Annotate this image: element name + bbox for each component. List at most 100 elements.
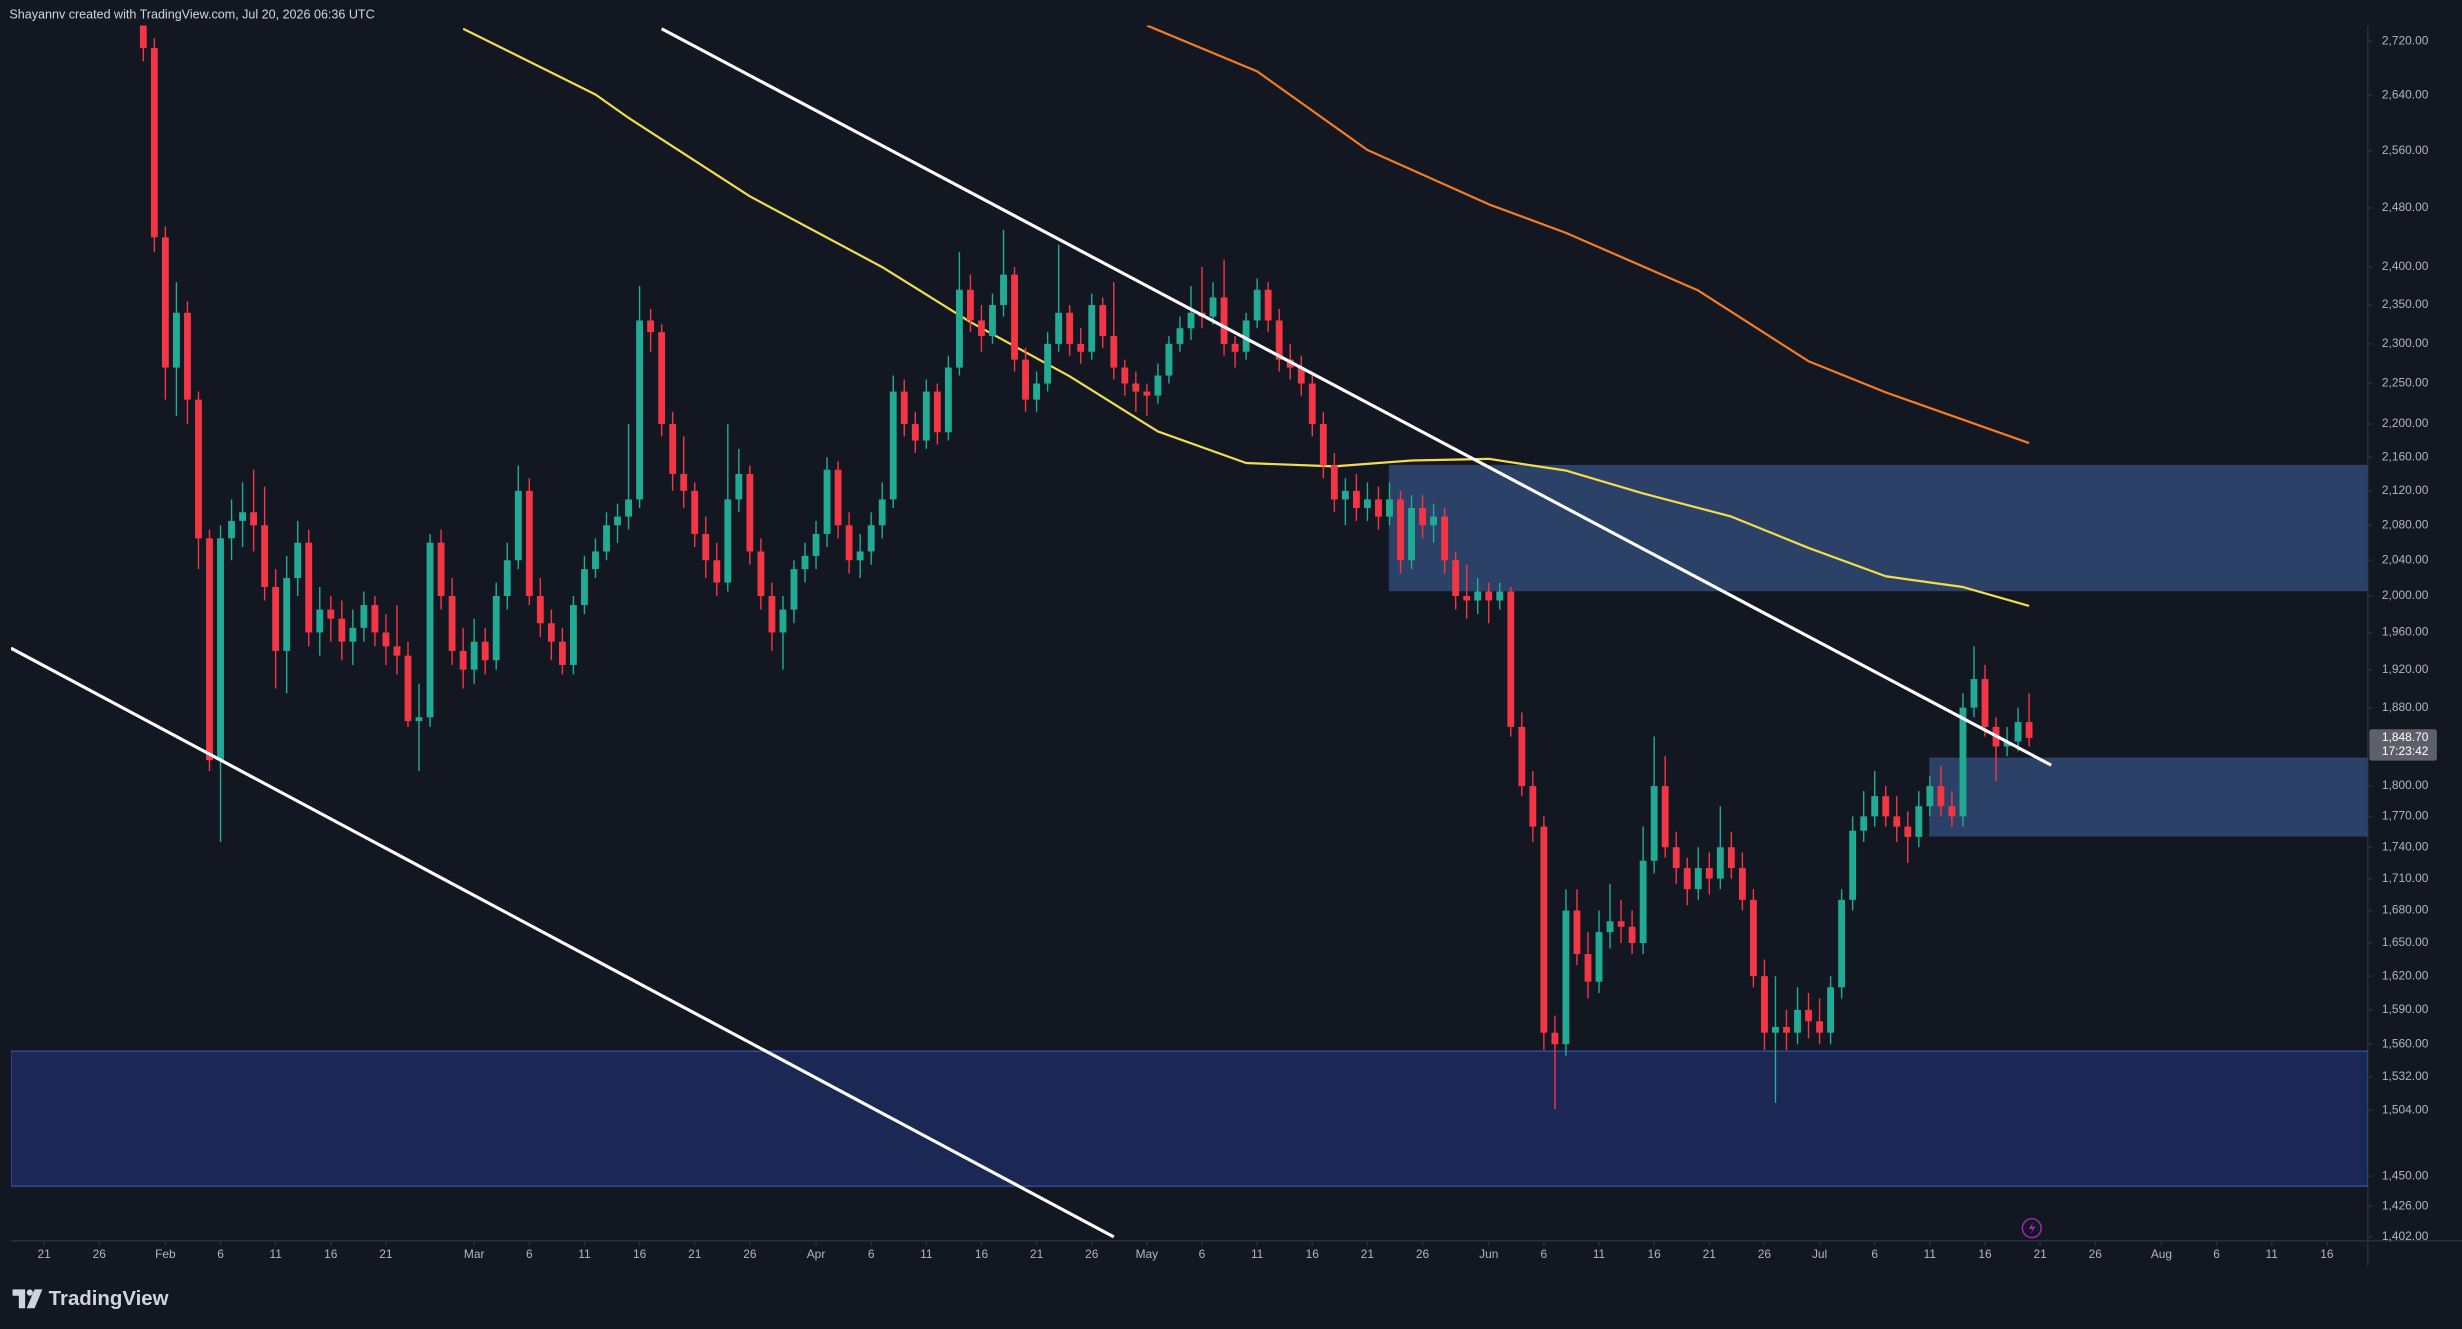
x-tick-label: 6	[1541, 1247, 1548, 1261]
candle-body	[1683, 868, 1691, 890]
candle-body	[1639, 860, 1647, 944]
x-tick-label: 16	[975, 1247, 989, 1261]
zone	[1388, 464, 2368, 592]
candle-body	[1959, 707, 1967, 817]
candle-body	[459, 650, 467, 670]
candle-body	[1783, 1026, 1790, 1033]
trend-lines	[660, 27, 2052, 767]
candle-body	[481, 641, 489, 661]
x-tick-label: Feb	[155, 1247, 176, 1261]
candle-body	[669, 424, 677, 474]
candle-body	[415, 717, 423, 722]
x-tick-label: 11	[1924, 1247, 1937, 1261]
x-tick-label: 6	[868, 1247, 875, 1261]
candle-body	[150, 47, 158, 238]
candle-body	[1231, 343, 1239, 352]
candle-body	[1805, 1009, 1812, 1022]
candle-body	[1297, 367, 1305, 384]
x-tick-label: Mar	[464, 1247, 485, 1261]
candle-body	[1705, 868, 1713, 879]
candle-body	[647, 320, 655, 333]
candle-body	[702, 533, 710, 561]
candle-body	[1650, 786, 1658, 861]
axes: 2,720.00 2,640.00 2,560.00 2,480.00 2,400.00…	[37, 33, 2437, 1261]
candle-body	[338, 618, 346, 642]
x-tick-label: 26	[93, 1247, 107, 1261]
candle-body	[1110, 336, 1118, 368]
candle-body	[1099, 305, 1107, 337]
candle-body	[911, 424, 919, 441]
candle-body	[801, 555, 809, 570]
candle-body	[360, 605, 368, 628]
candle-body	[2025, 722, 2033, 738]
candle-body	[1584, 954, 1592, 982]
header-text: Shayannv created with TradingView.com, J…	[9, 8, 374, 22]
y-tick-label: 1,450.00	[2382, 1168, 2429, 1182]
candle-body	[1893, 816, 1901, 827]
y-tick-label: 1,590.00	[2382, 1002, 2429, 1016]
candle-body	[2003, 741, 2011, 747]
candle-body	[448, 596, 456, 651]
candle-body	[1838, 899, 1846, 988]
x-tick-label: 21	[1703, 1247, 1717, 1261]
candle-body	[503, 560, 511, 597]
candle-body	[1595, 932, 1603, 982]
candle-body	[592, 551, 599, 570]
candle-body	[1430, 516, 1438, 526]
candle-body	[1827, 987, 1835, 1033]
x-tick-label: 11	[2266, 1247, 2279, 1261]
y-tick-label: 1,710.00	[2382, 871, 2429, 885]
candle-body	[1816, 1021, 1823, 1033]
candle-body	[1694, 868, 1702, 890]
last-price-label: 1,848.70	[2382, 730, 2429, 744]
candle-body	[1573, 910, 1581, 955]
x-tick-label: 26	[1085, 1247, 1099, 1261]
candle-body	[1143, 391, 1151, 396]
candle-body	[1242, 320, 1250, 352]
candle-body	[1551, 1032, 1559, 1045]
candle-body	[1716, 847, 1724, 879]
candle-body	[834, 469, 842, 526]
candle-body	[1628, 926, 1636, 944]
y-tick-label: 1,650.00	[2382, 935, 2429, 949]
logo-mark-v	[26, 1289, 43, 1309]
zone	[10, 1050, 2368, 1187]
x-tick-label: 11	[920, 1247, 933, 1261]
candle-body	[1253, 289, 1261, 321]
candle-body	[1882, 796, 1890, 817]
y-tick-label: 1,770.00	[2382, 809, 2429, 823]
candle-body	[1176, 328, 1184, 344]
candle-body	[933, 391, 941, 433]
candle-body	[1452, 560, 1460, 597]
candle-body	[1330, 465, 1338, 500]
candle-body	[967, 289, 974, 321]
y-tick-label: 1,800.00	[2382, 778, 2429, 792]
candle-body	[349, 627, 357, 642]
candle-body	[536, 596, 544, 624]
candle-body	[1606, 921, 1614, 933]
candle-body	[404, 655, 412, 722]
candle-body	[492, 596, 500, 661]
candle-body	[614, 516, 621, 526]
y-tick-label: 2,640.00	[2382, 87, 2429, 101]
candle-body	[1319, 424, 1327, 466]
candle-body	[856, 551, 864, 561]
candle-body	[1738, 868, 1746, 900]
candle-body	[1154, 375, 1162, 396]
candle-body	[426, 542, 434, 718]
candle-body	[922, 391, 930, 441]
candle-body	[1617, 921, 1625, 927]
candle-body	[294, 542, 302, 579]
candle-body	[1397, 499, 1404, 561]
x-tick-label: May	[1136, 1247, 1159, 1261]
logo: TradingView	[12, 1288, 169, 1310]
candle-body	[1011, 274, 1018, 360]
candle-body	[581, 569, 588, 606]
x-tick-label: 16	[633, 1247, 647, 1261]
candle-body	[1364, 499, 1371, 508]
y-tick-label: 2,040.00	[2382, 552, 2429, 566]
candle-body	[878, 499, 886, 526]
zone	[1929, 757, 2368, 837]
y-tick-label: 1,426.00	[2382, 1198, 2429, 1212]
y-tick-label: 1,402.00	[2382, 1229, 2429, 1243]
